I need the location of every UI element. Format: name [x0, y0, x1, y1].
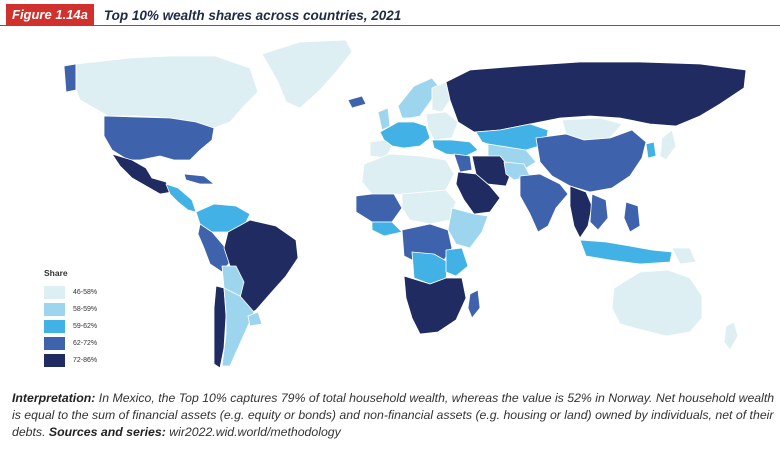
region-turkey: [431, 139, 479, 157]
interpretation-note: Interpretation: In Mexico, the Top 10% c…: [12, 390, 776, 441]
region-philippines: [623, 201, 641, 233]
interpretation-text: In Mexico, the Top 10% captures 79% of t…: [12, 391, 775, 439]
region-finland: [431, 81, 451, 113]
legend-item: 46-58%: [44, 284, 97, 301]
region-madagascar: [467, 289, 481, 319]
legend-swatch: [44, 320, 65, 333]
region-east-africa: [445, 247, 469, 277]
region-china: [535, 129, 647, 193]
region-usa: [103, 115, 215, 161]
region-southern-africa: [403, 275, 467, 335]
figure-label: Figure 1.14a: [6, 4, 94, 26]
region-west-africa: [355, 193, 403, 223]
legend-label: 59-62%: [73, 323, 98, 330]
legend-swatch: [44, 354, 65, 367]
region-myanmar-thailand: [569, 185, 593, 239]
world-map: [63, 39, 747, 369]
legend-title: Share: [44, 268, 68, 278]
region-ethiopia-somalia: [447, 207, 489, 249]
region-argentina: [221, 287, 255, 367]
legend-label: 58-59%: [73, 306, 98, 313]
region-korea: [645, 141, 657, 159]
region-greenland: [261, 39, 353, 109]
legend-item: 72-86%: [44, 352, 97, 369]
legend-item: 59-62%: [44, 318, 97, 335]
region-iberia: [369, 139, 393, 159]
legend-label: 46-58%: [73, 289, 98, 296]
legend-swatch: [44, 337, 65, 350]
region-scandinavia: [397, 77, 441, 119]
legend-label: 72-86%: [73, 357, 98, 364]
region-india: [519, 173, 569, 233]
region-alaska: [63, 63, 77, 93]
legend-label: 62-72%: [73, 340, 98, 347]
figure-title: Top 10% wealth shares across countries, …: [103, 7, 402, 23]
region-canada: [75, 55, 259, 129]
region-uk: [377, 107, 391, 131]
sources-label: Sources and series:: [48, 425, 166, 439]
region-eastern-europe: [425, 111, 459, 141]
header-rule: [0, 25, 780, 26]
region-uruguay: [247, 311, 263, 327]
legend-item: 62-72%: [44, 335, 97, 352]
region-indonesia: [579, 239, 673, 265]
legend: Share 46-58% 58-59% 59-62% 62-72% 72-86%: [44, 268, 97, 369]
figure-header: Figure 1.14a Top 10% wealth shares acros…: [6, 4, 401, 26]
interpretation-label: Interpretation:: [12, 391, 96, 405]
region-central-america: [165, 183, 197, 213]
region-gulf-of-guinea: [371, 221, 403, 237]
region-chad-sudan: [401, 189, 457, 225]
region-iceland: [347, 95, 367, 109]
region-peru: [197, 223, 231, 273]
legend-item: 58-59%: [44, 301, 97, 318]
legend-swatch: [44, 286, 65, 299]
region-north-africa: [361, 153, 455, 197]
legend-swatch: [44, 303, 65, 316]
sources-text: wir2022.wid.world/methodology: [165, 425, 341, 439]
region-arabia: [455, 171, 501, 215]
region-new-zealand: [723, 321, 739, 351]
region-levant: [453, 153, 473, 173]
region-japan: [659, 129, 677, 161]
region-caribbean: [183, 173, 215, 185]
region-papua: [671, 247, 697, 265]
region-vietnam: [589, 193, 609, 231]
region-australia: [611, 269, 703, 337]
